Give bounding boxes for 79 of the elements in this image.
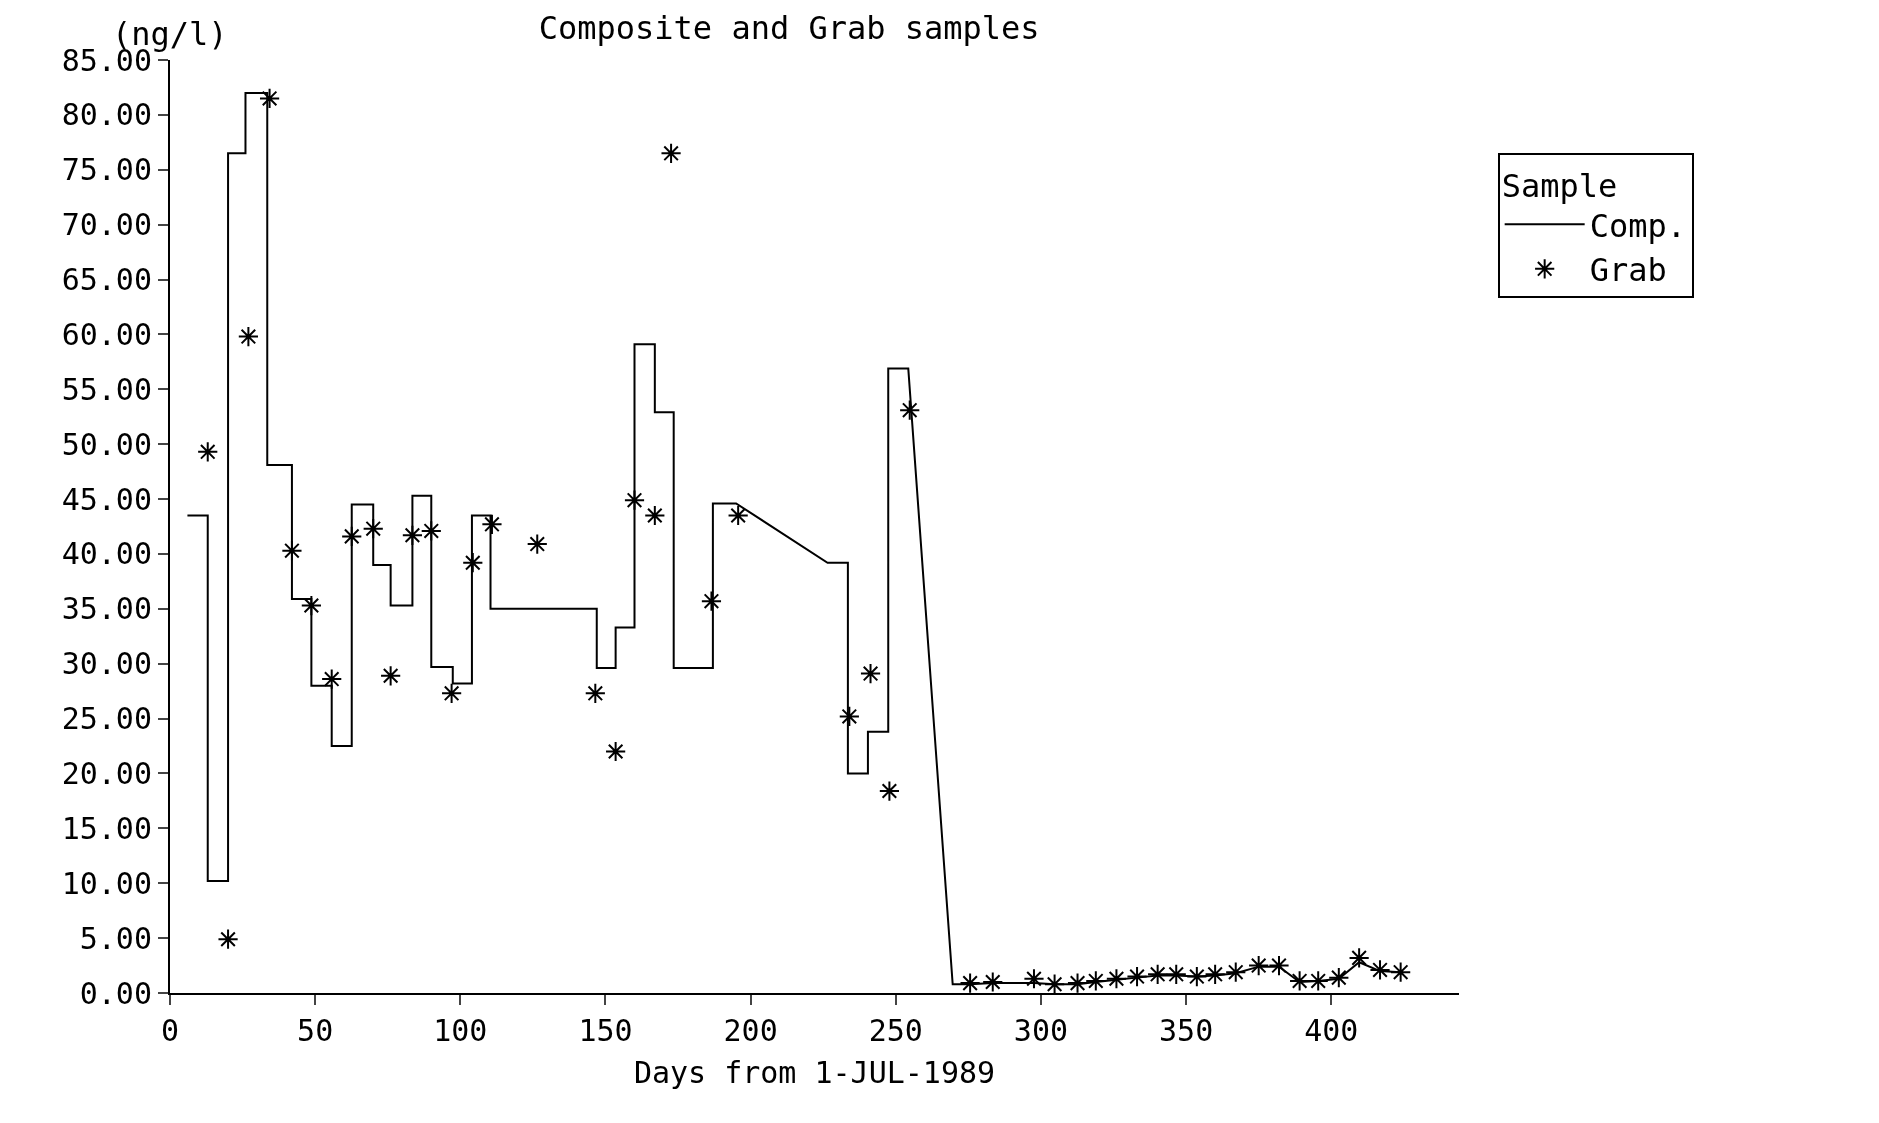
point	[1147, 963, 1169, 985]
x-tick-label: 50	[297, 1013, 334, 1048]
point	[362, 518, 384, 540]
point	[1289, 970, 1311, 992]
point	[1126, 965, 1148, 988]
point	[605, 740, 627, 763]
x-tick-label: 200	[723, 1013, 778, 1048]
x-tick-label: 400	[1304, 1013, 1359, 1048]
point	[401, 524, 424, 546]
y-tick-label: 20.00	[61, 755, 152, 791]
point	[462, 552, 484, 574]
point	[237, 326, 259, 348]
point	[1085, 970, 1107, 992]
y-tick-label: 45.00	[61, 481, 152, 517]
point	[727, 504, 749, 527]
point	[1225, 961, 1247, 983]
x-tick-label: 100	[433, 1013, 488, 1048]
x-tick-label: 300	[1013, 1013, 1069, 1048]
x-axis-title: Days from 1-JUL-1989	[633, 1055, 996, 1090]
y-tick-label: 55.00	[61, 371, 152, 407]
y-tick-label: 30.00	[61, 646, 152, 682]
y-tick-label: 35.00	[61, 591, 152, 627]
point	[1248, 954, 1270, 977]
point	[1165, 963, 1187, 985]
point	[1369, 959, 1391, 981]
y-tick-label: 15.00	[61, 810, 152, 846]
legend-label: Grab	[1589, 251, 1667, 290]
x-tick-label: 150	[578, 1013, 633, 1048]
point	[300, 594, 322, 617]
y-tick-label: 25.00	[61, 701, 152, 737]
point	[441, 682, 463, 704]
point	[859, 662, 882, 685]
y-tick-label: 80.00	[61, 97, 152, 133]
x-tick-label: 250	[868, 1013, 923, 1048]
x-tick-label: 350	[1159, 1013, 1214, 1048]
point	[197, 441, 219, 463]
y-tick-label: 75.00	[61, 152, 152, 188]
point	[1023, 968, 1045, 990]
point	[1268, 954, 1290, 977]
point	[644, 504, 666, 527]
point	[878, 780, 900, 802]
point	[660, 142, 682, 164]
point	[959, 972, 981, 993]
point	[584, 682, 606, 704]
point	[838, 705, 860, 727]
point	[380, 665, 402, 687]
y-tick-label: 60.00	[61, 316, 152, 352]
point	[982, 971, 1004, 993]
point	[1390, 961, 1412, 983]
y-tick-label: 10.00	[61, 865, 152, 901]
point	[258, 87, 281, 110]
point	[1204, 963, 1226, 985]
point	[321, 668, 343, 690]
chart-title: Composite and Grab samples	[538, 9, 1040, 48]
y-tick-label: 40.00	[61, 536, 152, 572]
point	[341, 525, 363, 547]
point	[1105, 968, 1128, 990]
point	[700, 590, 723, 612]
y-tick-label: 0.00	[79, 975, 152, 1011]
y-tick-label: 70.00	[61, 207, 152, 243]
x-tick-label: 0	[160, 1013, 180, 1048]
point	[1066, 972, 1089, 993]
point	[481, 513, 503, 535]
y-tick-label: 65.00	[61, 262, 152, 298]
y-tick-label: 50.00	[61, 426, 152, 462]
y-tick-label: 5.00	[79, 920, 152, 956]
point	[281, 540, 303, 562]
point	[1186, 965, 1208, 988]
legend-label: Comp.	[1589, 206, 1686, 245]
point	[1328, 967, 1350, 989]
point	[623, 489, 646, 511]
point	[899, 399, 921, 421]
point	[217, 928, 239, 950]
legend-title: Sample	[1501, 166, 1618, 205]
point	[1307, 970, 1329, 992]
point	[526, 533, 548, 555]
point	[1043, 973, 1066, 993]
point	[1348, 947, 1370, 969]
point	[420, 520, 442, 542]
